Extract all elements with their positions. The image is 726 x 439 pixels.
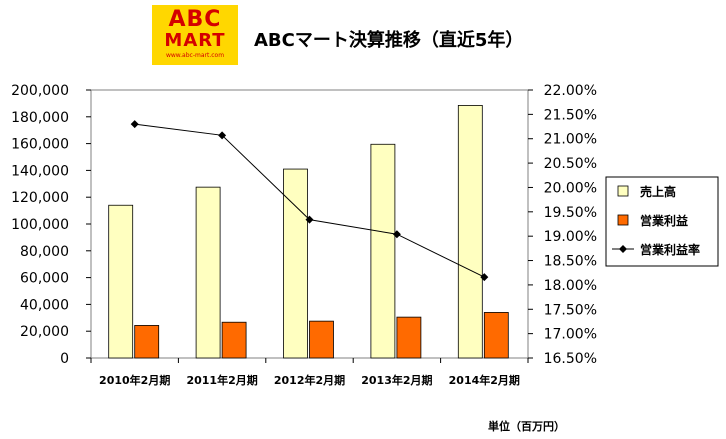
left-axis-tick-label: 60,000 <box>20 271 69 287</box>
point-operating-margin <box>218 131 227 140</box>
legend-marker-operating-margin <box>619 245 627 253</box>
point-operating-margin <box>392 230 401 239</box>
bar-operating-profit <box>483 312 509 359</box>
legend-swatch-sales <box>617 185 629 197</box>
point-operating-margin <box>480 273 489 282</box>
abc-mart-logo: ABC MART www.abc-mart.com <box>152 5 238 65</box>
left-axis-tick-label: 120,000 <box>11 190 69 206</box>
bar-sales <box>370 143 396 359</box>
bar-operating-profit <box>221 321 247 359</box>
bar-operating-profit <box>396 316 422 359</box>
x-axis-tick-label: 2010年2月期 <box>99 373 170 387</box>
logo-line-2: MART <box>164 30 226 51</box>
logo-url: www.abc-mart.com <box>165 52 225 59</box>
point-operating-margin <box>130 120 139 129</box>
bar-sales <box>195 186 221 359</box>
left-axis-tick-label: 40,000 <box>20 297 69 313</box>
right-axis-tick-label: 20.00% <box>544 180 597 196</box>
right-axis-tick-label: 17.00% <box>544 327 597 343</box>
right-axis-tick-label: 20.50% <box>544 156 597 172</box>
right-axis-tick-label: 21.50% <box>544 107 597 123</box>
bar-sales <box>457 105 483 359</box>
legend-swatch-operating-profit <box>617 214 629 226</box>
line-operating-margin <box>134 123 485 278</box>
unit-note: 単位（百万円） <box>488 420 565 433</box>
right-axis-tick-label: 16.50% <box>544 351 597 367</box>
x-axis-tick-label: 2013年2月期 <box>361 373 432 387</box>
right-axis-tick-label: 21.00% <box>544 132 597 148</box>
bar-operating-profit <box>134 325 160 359</box>
legend-label-operating-profit: 営業利益 <box>640 213 688 228</box>
right-axis-tick-label: 18.00% <box>544 278 597 294</box>
left-axis-tick-label: 140,000 <box>11 163 69 179</box>
right-axis-tick-label: 19.00% <box>544 229 597 245</box>
bar-sales <box>108 204 134 359</box>
bar-operating-profit <box>309 320 334 359</box>
right-axis-tick-label: 22.00% <box>544 83 597 99</box>
logo-line-1: ABC <box>168 7 222 32</box>
x-axis-tick-label: 2014年2月期 <box>449 373 520 387</box>
chart-title: ABCマート決算推移（直近5年） <box>254 30 524 51</box>
legend-label-sales: 売上高 <box>640 184 676 199</box>
x-axis-tick-label: 2011年2月期 <box>186 373 257 387</box>
right-axis-tick-label: 19.50% <box>544 205 597 221</box>
point-operating-margin <box>305 215 314 224</box>
left-axis-tick-label: 80,000 <box>20 244 69 260</box>
left-axis-tick-label: 100,000 <box>11 217 69 233</box>
right-axis-tick-label: 18.50% <box>544 254 597 270</box>
left-axis-tick-label: 180,000 <box>11 110 69 126</box>
left-axis-tick-label: 0 <box>60 351 69 367</box>
left-axis-tick-label: 20,000 <box>20 324 69 340</box>
bar-sales <box>283 168 308 359</box>
x-axis-tick-label: 2012年2月期 <box>274 373 345 387</box>
right-axis-tick-label: 17.50% <box>544 302 597 318</box>
left-axis-tick-label: 160,000 <box>11 137 69 153</box>
left-axis-tick-label: 200,000 <box>11 83 69 99</box>
legend-label-operating-margin: 営業利益率 <box>640 242 700 257</box>
